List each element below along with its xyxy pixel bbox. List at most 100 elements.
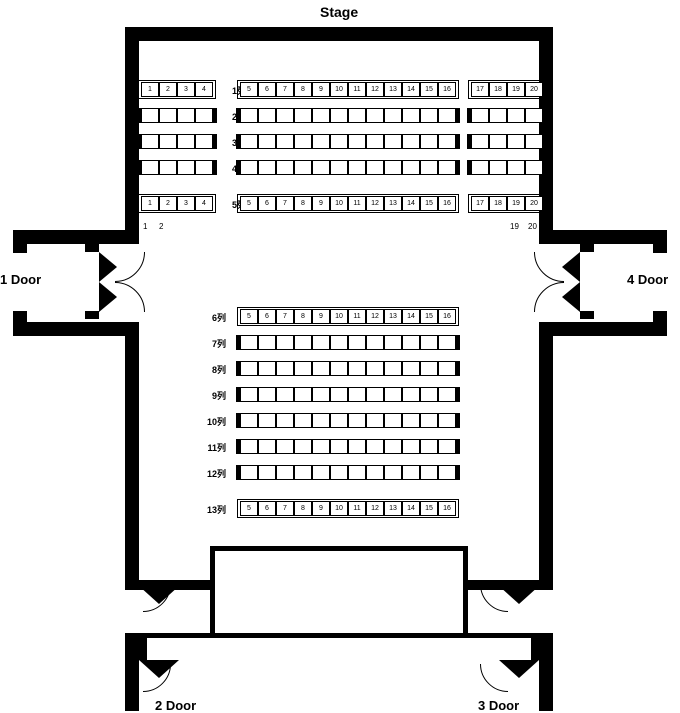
- u1-c-seat-9[interactable]: [312, 108, 330, 123]
- l6-c-seat-10[interactable]: [330, 465, 348, 480]
- u2-c-seat-6[interactable]: [258, 134, 276, 149]
- u3-c-seat-16[interactable]: [438, 160, 456, 175]
- u2-l-seat-1[interactable]: [141, 134, 159, 149]
- u2-c-seat-11[interactable]: [348, 134, 366, 149]
- l6-c-seat-6[interactable]: [258, 465, 276, 480]
- u1-r-seat-18[interactable]: [489, 108, 507, 123]
- l6-c-seat-15[interactable]: [420, 465, 438, 480]
- u1-c-seat-6[interactable]: [258, 108, 276, 123]
- u1-c-seat-16[interactable]: [438, 108, 456, 123]
- u2-l-seat-4[interactable]: [195, 134, 213, 149]
- l1-c-seat-11[interactable]: [348, 335, 366, 350]
- u2-l-seat-2[interactable]: [159, 134, 177, 149]
- l5-c-seat-8[interactable]: [294, 439, 312, 454]
- u2-c-seat-15[interactable]: [420, 134, 438, 149]
- l1-c-seat-9[interactable]: [312, 335, 330, 350]
- u1-c-seat-10[interactable]: [330, 108, 348, 123]
- u1-c-seat-12[interactable]: [366, 108, 384, 123]
- l1-c-seat-5[interactable]: [240, 335, 258, 350]
- u3-r-seat-19[interactable]: [507, 160, 525, 175]
- l6-c-seat-5[interactable]: [240, 465, 258, 480]
- l4-c-seat-10[interactable]: [330, 413, 348, 428]
- u2-r-seat-20[interactable]: [525, 134, 543, 149]
- u2-c-seat-14[interactable]: [402, 134, 420, 149]
- l4-c-seat-13[interactable]: [384, 413, 402, 428]
- l1-c-seat-8[interactable]: [294, 335, 312, 350]
- l3-c-seat-7[interactable]: [276, 387, 294, 402]
- l1-c-seat-6[interactable]: [258, 335, 276, 350]
- l4-c-seat-12[interactable]: [366, 413, 384, 428]
- l4-c-seat-7[interactable]: [276, 413, 294, 428]
- u1-r-seat-17[interactable]: [471, 108, 489, 123]
- l2-c-seat-12[interactable]: [366, 361, 384, 376]
- l4-c-seat-6[interactable]: [258, 413, 276, 428]
- u1-c-seat-14[interactable]: [402, 108, 420, 123]
- l5-c-seat-9[interactable]: [312, 439, 330, 454]
- l2-c-seat-10[interactable]: [330, 361, 348, 376]
- l5-c-seat-16[interactable]: [438, 439, 456, 454]
- l4-c-seat-14[interactable]: [402, 413, 420, 428]
- l1-c-seat-13[interactable]: [384, 335, 402, 350]
- l3-c-seat-13[interactable]: [384, 387, 402, 402]
- l1-c-seat-15[interactable]: [420, 335, 438, 350]
- u1-c-seat-5[interactable]: [240, 108, 258, 123]
- u3-l-seat-2[interactable]: [159, 160, 177, 175]
- u3-c-seat-6[interactable]: [258, 160, 276, 175]
- u1-l-seat-4[interactable]: [195, 108, 213, 123]
- u2-c-seat-9[interactable]: [312, 134, 330, 149]
- u3-c-seat-7[interactable]: [276, 160, 294, 175]
- l2-c-seat-9[interactable]: [312, 361, 330, 376]
- u3-c-seat-13[interactable]: [384, 160, 402, 175]
- l4-c-seat-11[interactable]: [348, 413, 366, 428]
- l3-c-seat-9[interactable]: [312, 387, 330, 402]
- u3-r-seat-20[interactable]: [525, 160, 543, 175]
- u1-r-seat-19[interactable]: [507, 108, 525, 123]
- u3-l-seat-1[interactable]: [141, 160, 159, 175]
- l3-c-seat-15[interactable]: [420, 387, 438, 402]
- u2-c-seat-5[interactable]: [240, 134, 258, 149]
- l3-c-seat-14[interactable]: [402, 387, 420, 402]
- l1-c-seat-7[interactable]: [276, 335, 294, 350]
- l2-c-seat-13[interactable]: [384, 361, 402, 376]
- l4-c-seat-8[interactable]: [294, 413, 312, 428]
- u3-c-seat-5[interactable]: [240, 160, 258, 175]
- u1-c-seat-7[interactable]: [276, 108, 294, 123]
- u2-r-seat-18[interactable]: [489, 134, 507, 149]
- l2-c-seat-16[interactable]: [438, 361, 456, 376]
- u1-l-seat-1[interactable]: [141, 108, 159, 123]
- l1-c-seat-16[interactable]: [438, 335, 456, 350]
- u1-r-seat-20[interactable]: [525, 108, 543, 123]
- u2-r-seat-17[interactable]: [471, 134, 489, 149]
- u1-l-seat-2[interactable]: [159, 108, 177, 123]
- l6-c-seat-16[interactable]: [438, 465, 456, 480]
- u3-r-seat-18[interactable]: [489, 160, 507, 175]
- l5-c-seat-11[interactable]: [348, 439, 366, 454]
- l4-c-seat-5[interactable]: [240, 413, 258, 428]
- u3-l-seat-3[interactable]: [177, 160, 195, 175]
- l5-c-seat-12[interactable]: [366, 439, 384, 454]
- u3-c-seat-9[interactable]: [312, 160, 330, 175]
- l3-c-seat-12[interactable]: [366, 387, 384, 402]
- l5-c-seat-6[interactable]: [258, 439, 276, 454]
- u1-c-seat-15[interactable]: [420, 108, 438, 123]
- l5-c-seat-14[interactable]: [402, 439, 420, 454]
- l5-c-seat-5[interactable]: [240, 439, 258, 454]
- u3-c-seat-8[interactable]: [294, 160, 312, 175]
- u3-c-seat-15[interactable]: [420, 160, 438, 175]
- l3-c-seat-6[interactable]: [258, 387, 276, 402]
- l3-c-seat-5[interactable]: [240, 387, 258, 402]
- l6-c-seat-11[interactable]: [348, 465, 366, 480]
- l3-c-seat-11[interactable]: [348, 387, 366, 402]
- l2-c-seat-8[interactable]: [294, 361, 312, 376]
- u2-r-seat-19[interactable]: [507, 134, 525, 149]
- u2-c-seat-7[interactable]: [276, 134, 294, 149]
- l6-c-seat-13[interactable]: [384, 465, 402, 480]
- l5-c-seat-10[interactable]: [330, 439, 348, 454]
- u2-c-seat-10[interactable]: [330, 134, 348, 149]
- l1-c-seat-12[interactable]: [366, 335, 384, 350]
- l6-c-seat-7[interactable]: [276, 465, 294, 480]
- l5-c-seat-15[interactable]: [420, 439, 438, 454]
- u3-l-seat-4[interactable]: [195, 160, 213, 175]
- u3-r-seat-17[interactable]: [471, 160, 489, 175]
- l2-c-seat-14[interactable]: [402, 361, 420, 376]
